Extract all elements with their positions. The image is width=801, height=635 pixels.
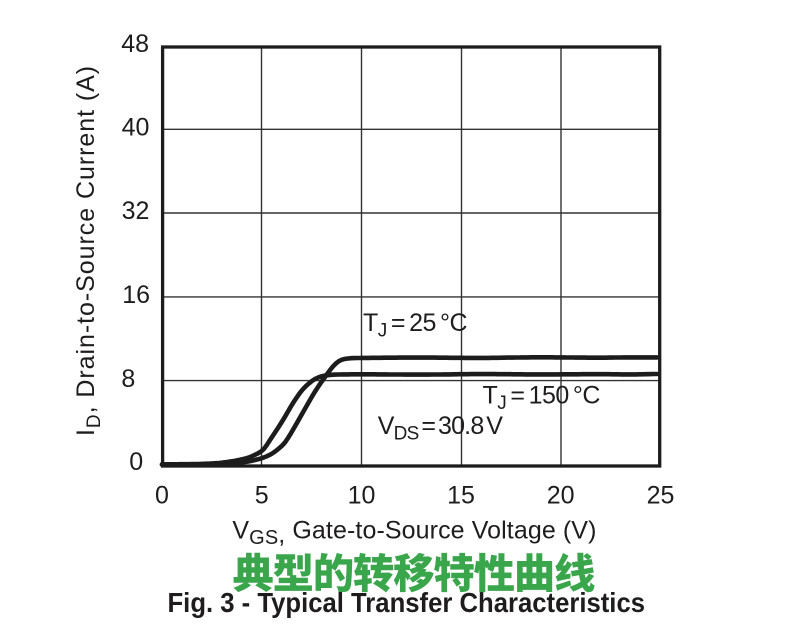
- svg-text:10: 10: [348, 481, 376, 509]
- svg-text:15: 15: [447, 481, 475, 509]
- svg-text:ID, Drain-to-Source Current (A: ID, Drain-to-Source Current (A): [72, 65, 105, 436]
- svg-text:8: 8: [121, 365, 135, 393]
- svg-text:0: 0: [155, 481, 169, 509]
- svg-text:5: 5: [255, 481, 269, 509]
- svg-text:VGS, Gate-to-Source Voltage (V: VGS, Gate-to-Source Voltage (V): [232, 516, 596, 549]
- svg-text:40: 40: [122, 113, 150, 141]
- svg-text:0: 0: [129, 448, 143, 476]
- svg-text:48: 48: [121, 30, 149, 58]
- svg-text:VDS = 30.8 V: VDS = 30.8 V: [378, 412, 503, 445]
- svg-text:Fig. 3 - Typical Transfer Char: Fig. 3 - Typical Transfer Characteristic…: [168, 587, 646, 618]
- svg-text:16: 16: [122, 281, 150, 309]
- svg-text:TJ = 25 °C: TJ = 25 °C: [363, 309, 467, 342]
- svg-text:20: 20: [547, 481, 575, 509]
- svg-text:25: 25: [647, 481, 675, 509]
- svg-text:TJ = 150 °C: TJ = 150 °C: [483, 382, 601, 415]
- svg-text:32: 32: [122, 197, 150, 225]
